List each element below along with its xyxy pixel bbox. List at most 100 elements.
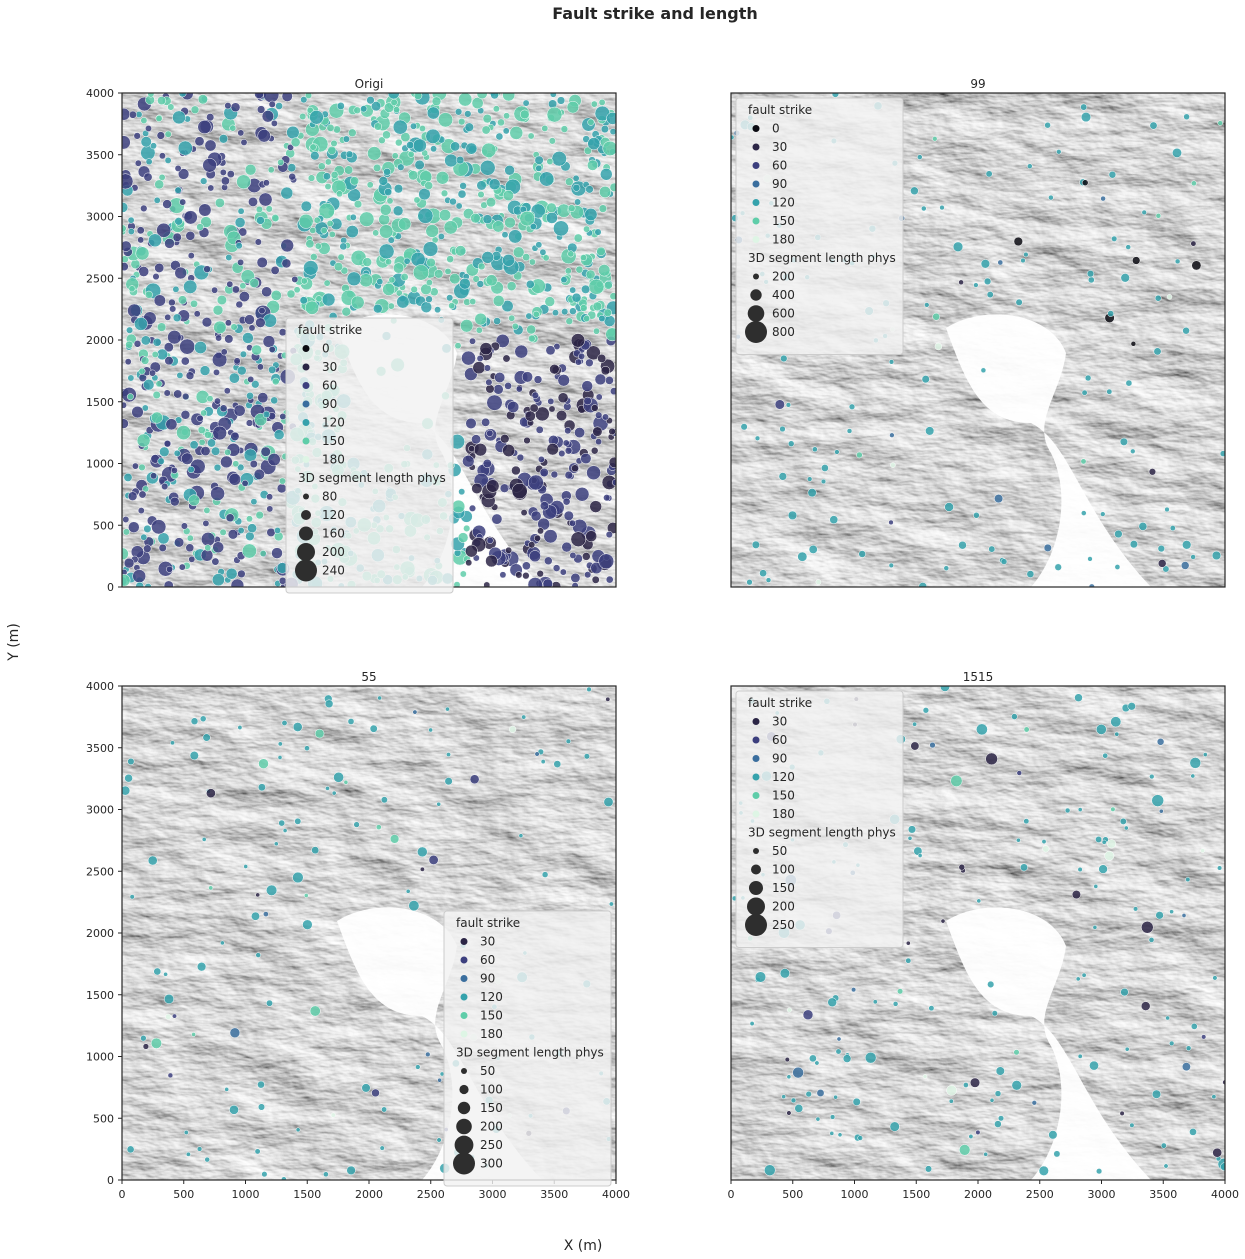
fault-point: [183, 210, 198, 225]
fault-point: [815, 579, 822, 585]
fault-point: [126, 1145, 135, 1154]
fault-point: [224, 319, 232, 327]
fault-point: [529, 550, 541, 563]
fault-point: [888, 359, 895, 365]
fault-point: [539, 248, 547, 256]
legend-hue-title: fault strike: [456, 916, 520, 930]
fault-point: [157, 96, 167, 106]
fault-point: [1190, 240, 1197, 247]
fault-point: [393, 106, 401, 114]
legend-hue-marker: [752, 755, 760, 762]
fault-point: [314, 242, 322, 250]
fault-point: [226, 280, 234, 288]
legend-size-marker: [461, 1068, 467, 1074]
legend-hue-label: 90: [322, 397, 337, 411]
fault-point: [163, 342, 174, 353]
fault-point: [1165, 1015, 1170, 1021]
fault-point: [595, 411, 603, 419]
fault-point: [140, 117, 148, 124]
fault-point: [1120, 987, 1129, 997]
fault-point: [553, 760, 562, 768]
fault-point: [220, 348, 228, 356]
fault-point: [479, 159, 496, 176]
fault-point: [1132, 256, 1141, 265]
legend-size-title: 3D segment length phys: [298, 471, 446, 485]
fault-point: [1182, 540, 1192, 550]
fault-point: [266, 493, 274, 501]
fault-point: [492, 295, 505, 307]
fault-point: [991, 1010, 998, 1017]
fault-point: [434, 306, 442, 314]
fault-point: [239, 350, 247, 358]
fault-point: [584, 571, 592, 579]
fault-point: [311, 846, 320, 855]
fault-point: [528, 258, 536, 266]
fault-point: [413, 93, 423, 100]
fault-point: [277, 741, 283, 747]
fault-point: [749, 1021, 755, 1027]
fault-point: [215, 334, 223, 342]
fault-point: [239, 282, 247, 290]
fault-point: [527, 577, 543, 587]
fault-point: [220, 940, 225, 946]
fault-point: [218, 134, 229, 144]
fault-point: [172, 110, 186, 125]
fault-point: [255, 205, 263, 213]
fault-point: [1153, 347, 1162, 356]
legend-size-marker: [749, 881, 763, 895]
fault-point: [541, 871, 549, 878]
fault-point: [532, 310, 540, 318]
fault-point: [740, 423, 748, 431]
fault-point: [476, 93, 488, 100]
fault-point: [140, 335, 151, 346]
fault-point: [214, 197, 225, 208]
legend-hue-label: 30: [772, 140, 787, 154]
fault-point: [596, 246, 606, 257]
legend-hue-marker: [752, 718, 760, 725]
fault-point: [553, 343, 561, 350]
fault-point: [1164, 506, 1170, 513]
fault-point: [309, 226, 317, 234]
fault-point: [406, 141, 415, 150]
fault-point: [821, 464, 829, 472]
fault-point: [156, 322, 167, 332]
fault-point: [539, 171, 555, 187]
fault-point: [440, 189, 449, 197]
fault-point: [502, 93, 516, 102]
fault-point: [1169, 525, 1176, 532]
fault-point: [375, 824, 382, 830]
fault-point: [592, 301, 603, 312]
fault-point: [585, 530, 598, 543]
fault-point: [483, 364, 491, 372]
subplot-4: 1515 0 500 1000 1500 2000 2500 3000 3500 4000 faul…: [728, 670, 1240, 1201]
fault-point: [505, 546, 513, 554]
fault-point: [299, 296, 308, 305]
fault-point: [857, 1135, 863, 1141]
legend-box: [285, 317, 454, 594]
fault-point: [143, 172, 153, 182]
fault-point: [345, 150, 354, 159]
fault-point: [444, 267, 452, 275]
fault-point: [125, 340, 134, 349]
fault-point: [135, 581, 144, 587]
fault-point: [204, 1156, 210, 1163]
fault-point: [820, 478, 827, 485]
fault-point: [1013, 1049, 1020, 1056]
fault-point: [122, 262, 129, 272]
fault-point: [128, 110, 137, 119]
fault-point: [124, 773, 133, 783]
fault-point: [378, 136, 386, 145]
fault-point: [242, 332, 254, 344]
legend-hue-label: 120: [772, 770, 795, 784]
fault-point: [1125, 244, 1131, 250]
fault-point: [387, 236, 395, 244]
fault-point: [275, 102, 283, 110]
fault-point: [1089, 1060, 1099, 1071]
fault-point: [174, 164, 182, 172]
legend-hue-marker: [302, 456, 310, 463]
fault-point: [591, 575, 600, 584]
fault-point: [190, 717, 199, 725]
y-tick-label: 3000: [86, 211, 114, 224]
fault-point: [569, 286, 577, 294]
fault-point: [939, 204, 945, 211]
